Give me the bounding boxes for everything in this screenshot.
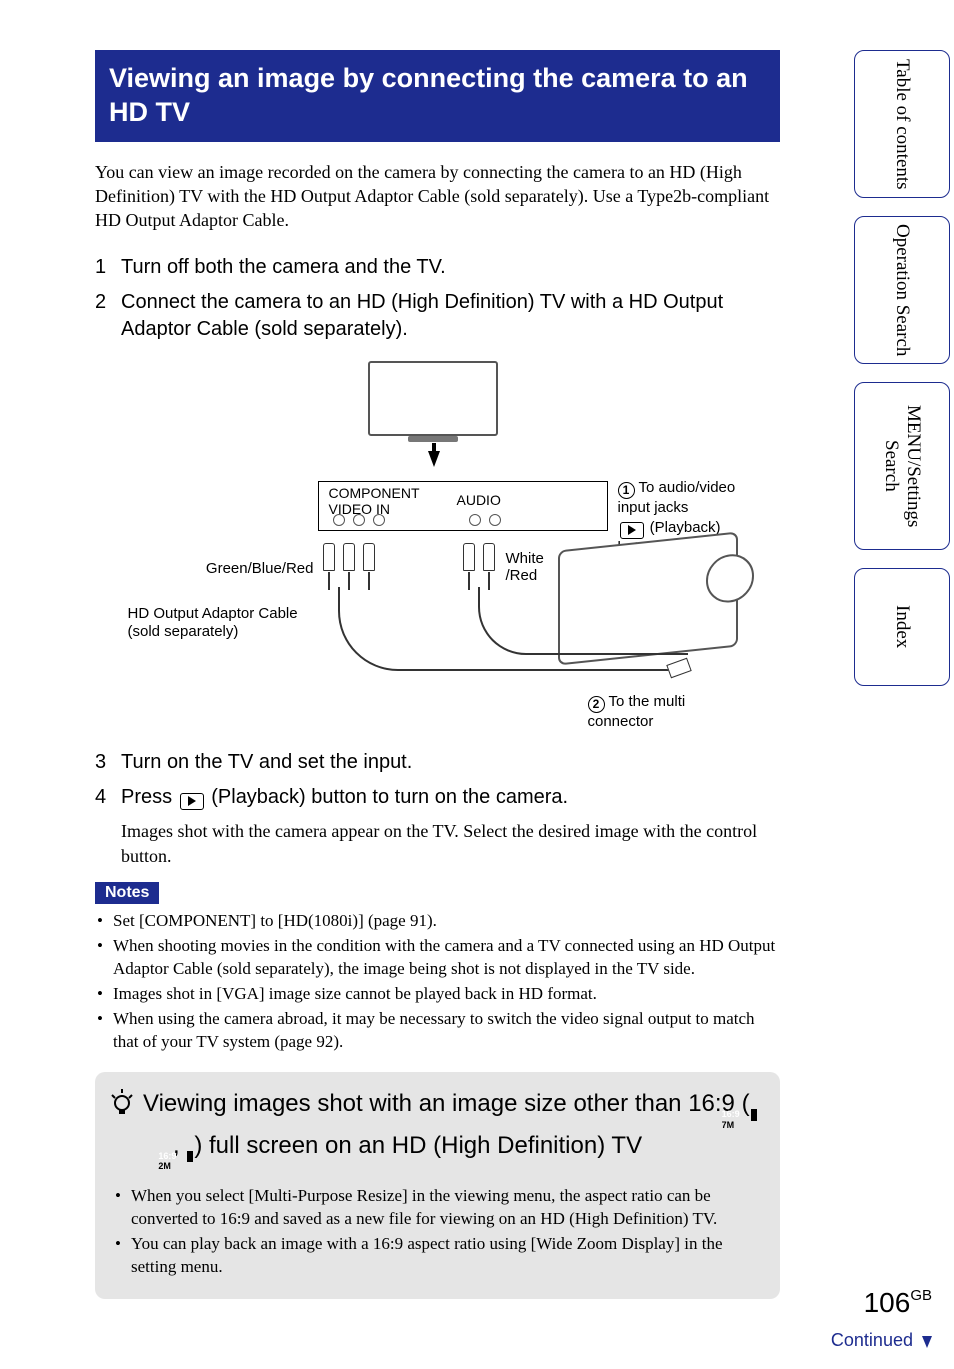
tip-list: When you select [Multi-Purpose Resize] i… bbox=[113, 1185, 762, 1279]
cable-line bbox=[478, 587, 688, 655]
step-2: 2 Connect the camera to an HD (High Defi… bbox=[95, 289, 780, 343]
label-text: /Red bbox=[506, 567, 538, 584]
component-plugs bbox=[323, 543, 375, 571]
step-number: 3 bbox=[95, 749, 121, 776]
step-number: 4 bbox=[95, 784, 121, 811]
step-number: 1 bbox=[95, 254, 121, 281]
step-number: 2 bbox=[95, 289, 121, 343]
step-text: Turn on the TV and set the input. bbox=[121, 749, 780, 776]
step-text-post: (Playback) button to turn on the camera. bbox=[206, 786, 568, 808]
tab-label: Table of contents bbox=[891, 59, 913, 190]
playback-icon bbox=[620, 522, 644, 539]
connection-diagram: COMPONENT VIDEO IN AUDIO 1To audio/video… bbox=[128, 361, 748, 721]
tab-table-of-contents[interactable]: Table of contents bbox=[854, 50, 950, 198]
step-4: 4 Press (Playback) button to turn on the… bbox=[95, 784, 780, 811]
steps-list: 1 Turn off both the camera and the TV. 2… bbox=[95, 254, 780, 343]
label-text: (sold separately) bbox=[128, 623, 239, 640]
step-4-sub: Images shot with the camera appear on th… bbox=[121, 819, 780, 868]
note-item: When shooting movies in the condition wi… bbox=[95, 935, 780, 981]
audio-label: AUDIO bbox=[457, 492, 501, 508]
jack-panel: COMPONENT VIDEO IN AUDIO bbox=[318, 481, 608, 531]
tv-stand bbox=[408, 436, 458, 442]
circled-one-icon: 1 bbox=[618, 482, 635, 499]
note-item: When using the camera abroad, it may be … bbox=[95, 1008, 780, 1054]
continued-indicator: Continued bbox=[831, 1330, 932, 1351]
notes-heading: Notes bbox=[95, 882, 159, 904]
hd-cable-label: HD Output Adaptor Cable (sold separately… bbox=[128, 605, 298, 641]
label-text: HD Output Adaptor Cable bbox=[128, 605, 298, 622]
callout-multi-connector: 2To the multi connector bbox=[588, 693, 748, 730]
tip-box: Viewing images shot with an image size o… bbox=[95, 1072, 780, 1300]
tv-illustration bbox=[368, 361, 498, 436]
tab-operation-search[interactable]: Operation Search bbox=[854, 216, 950, 364]
step-text: Press (Playback) button to turn on the c… bbox=[121, 784, 780, 811]
tip-item: When you select [Multi-Purpose Resize] i… bbox=[113, 1185, 762, 1231]
step-text-pre: Press bbox=[121, 786, 178, 808]
circled-two-icon: 2 bbox=[588, 696, 605, 713]
ratio-2m-icon: 16:92M bbox=[187, 1151, 193, 1172]
tab-label: MENU/Settings Search bbox=[880, 383, 924, 549]
component-jacks bbox=[333, 514, 385, 526]
note-item: Set [COMPONENT] to [HD(1080i)] (page 91)… bbox=[95, 910, 780, 933]
callout-audio-video-jacks: 1To audio/video input jacks bbox=[618, 479, 748, 516]
tip-title: Viewing images shot with an image size o… bbox=[113, 1088, 762, 1172]
intro-paragraph: You can view an image recorded on the ca… bbox=[95, 160, 780, 233]
page-number: 106GB bbox=[864, 1287, 932, 1319]
note-item: Images shot in [VGA] image size cannot b… bbox=[95, 983, 780, 1006]
tip-item: You can play back an image with a 16:9 a… bbox=[113, 1233, 762, 1279]
ratio-7m-icon: 16:97M bbox=[751, 1109, 757, 1130]
audio-plugs bbox=[463, 543, 495, 571]
notes-list: Set [COMPONENT] to [HD(1080i)] (page 91)… bbox=[95, 910, 780, 1054]
page-number-value: 106 bbox=[864, 1287, 911, 1318]
arrow-down-icon bbox=[428, 451, 440, 467]
section-title: Viewing an image by connecting the camer… bbox=[95, 50, 780, 142]
arrow-down-icon bbox=[922, 1336, 932, 1348]
tip-title-text: ) full screen on an HD (High Definition)… bbox=[194, 1132, 642, 1159]
continued-text: Continued bbox=[831, 1330, 913, 1350]
tab-label: Operation Search bbox=[891, 224, 913, 356]
component-video-label: COMPONENT VIDEO IN bbox=[329, 486, 420, 517]
steps-list-cont: 3 Turn on the TV and set the input. 4 Pr… bbox=[95, 749, 780, 811]
playback-icon bbox=[180, 793, 204, 810]
callout-text: To audio/video input jacks bbox=[618, 479, 736, 516]
tip-title-text: Viewing images shot with an image size o… bbox=[143, 1090, 750, 1117]
tab-menu-settings-search[interactable]: MENU/Settings Search bbox=[854, 382, 950, 550]
white-red-label: White /Red bbox=[506, 551, 544, 584]
step-text: Turn off both the camera and the TV. bbox=[121, 254, 780, 281]
green-blue-red-label: Green/Blue/Red bbox=[166, 560, 314, 577]
step-text: Connect the camera to an HD (High Defini… bbox=[121, 289, 780, 343]
tab-index[interactable]: Index bbox=[854, 568, 950, 686]
step-3: 3 Turn on the TV and set the input. bbox=[95, 749, 780, 776]
page-suffix: GB bbox=[910, 1287, 932, 1304]
label-text: COMPONENT bbox=[329, 485, 420, 501]
audio-jacks bbox=[469, 514, 501, 526]
side-nav: Table of contents Operation Search MENU/… bbox=[854, 50, 950, 704]
label-text: White bbox=[506, 550, 544, 567]
step-1: 1 Turn off both the camera and the TV. bbox=[95, 254, 780, 281]
tab-label: Index bbox=[891, 605, 913, 648]
